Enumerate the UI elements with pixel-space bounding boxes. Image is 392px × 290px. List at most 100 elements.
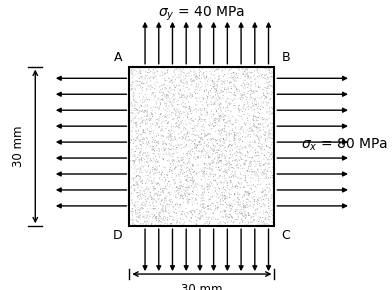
Point	[249, 156, 255, 160]
Point	[194, 77, 200, 82]
Point	[265, 189, 272, 194]
Point	[142, 77, 148, 82]
Point	[134, 123, 140, 128]
Point	[143, 87, 150, 92]
Point	[147, 144, 153, 149]
Point	[189, 195, 195, 200]
Point	[268, 208, 274, 213]
Point	[141, 215, 147, 220]
Point	[237, 185, 243, 190]
Point	[139, 86, 145, 91]
Point	[187, 122, 193, 126]
Point	[200, 202, 206, 207]
Point	[188, 126, 194, 130]
Point	[177, 217, 183, 221]
Point	[257, 153, 263, 158]
Point	[131, 182, 137, 187]
Point	[176, 160, 182, 164]
Point	[201, 134, 208, 139]
Point	[248, 186, 254, 191]
Point	[224, 105, 230, 109]
Point	[256, 201, 263, 206]
Point	[148, 195, 154, 200]
Point	[234, 163, 241, 167]
Point	[163, 92, 169, 97]
Point	[203, 184, 210, 188]
Point	[220, 136, 227, 141]
Point	[261, 176, 268, 181]
Point	[228, 97, 234, 102]
Point	[241, 160, 247, 165]
Point	[180, 67, 186, 72]
Point	[139, 100, 145, 105]
Point	[248, 147, 254, 152]
Point	[212, 93, 218, 97]
Point	[269, 212, 275, 216]
Point	[163, 114, 169, 118]
Point	[260, 90, 267, 95]
Point	[267, 210, 273, 215]
Point	[136, 132, 142, 136]
Point	[200, 193, 206, 197]
Point	[203, 87, 210, 92]
Point	[180, 184, 186, 189]
Point	[192, 117, 199, 122]
Point	[250, 170, 256, 175]
Point	[177, 174, 183, 178]
Point	[209, 194, 216, 198]
Point	[163, 199, 169, 203]
Point	[136, 139, 143, 143]
Point	[150, 163, 156, 168]
Point	[242, 122, 249, 127]
Point	[243, 94, 249, 99]
Point	[232, 137, 239, 142]
Point	[245, 213, 252, 218]
Point	[245, 168, 251, 173]
Text: C: C	[281, 229, 290, 242]
Point	[175, 72, 181, 77]
Point	[256, 122, 262, 126]
Point	[168, 138, 174, 143]
Point	[232, 174, 239, 179]
Point	[218, 161, 224, 166]
Point	[142, 201, 148, 205]
Point	[150, 181, 156, 185]
Point	[191, 124, 198, 128]
Point	[264, 110, 270, 114]
Point	[170, 177, 176, 182]
Point	[142, 70, 149, 74]
Point	[161, 92, 167, 97]
Point	[215, 148, 221, 153]
Point	[160, 83, 166, 87]
Point	[162, 223, 168, 228]
Point	[230, 103, 237, 108]
Point	[252, 173, 259, 178]
Point	[134, 108, 140, 112]
Point	[166, 96, 172, 101]
Point	[260, 172, 266, 177]
Point	[171, 138, 177, 143]
Point	[246, 199, 252, 204]
Point	[242, 162, 248, 166]
Point	[151, 140, 158, 145]
Point	[189, 83, 195, 87]
Point	[266, 82, 272, 87]
Point	[254, 206, 260, 211]
Point	[172, 203, 178, 207]
Point	[203, 119, 209, 124]
Point	[195, 103, 201, 107]
Point	[201, 173, 207, 177]
Point	[138, 184, 145, 189]
Point	[187, 175, 193, 180]
Point	[216, 114, 223, 119]
Point	[211, 159, 217, 164]
Point	[222, 72, 229, 77]
Point	[156, 104, 163, 109]
Point	[196, 70, 202, 75]
Point	[167, 86, 173, 90]
Point	[183, 214, 189, 218]
Point	[142, 130, 148, 135]
Point	[130, 175, 136, 180]
Point	[148, 129, 154, 134]
Point	[210, 151, 216, 156]
